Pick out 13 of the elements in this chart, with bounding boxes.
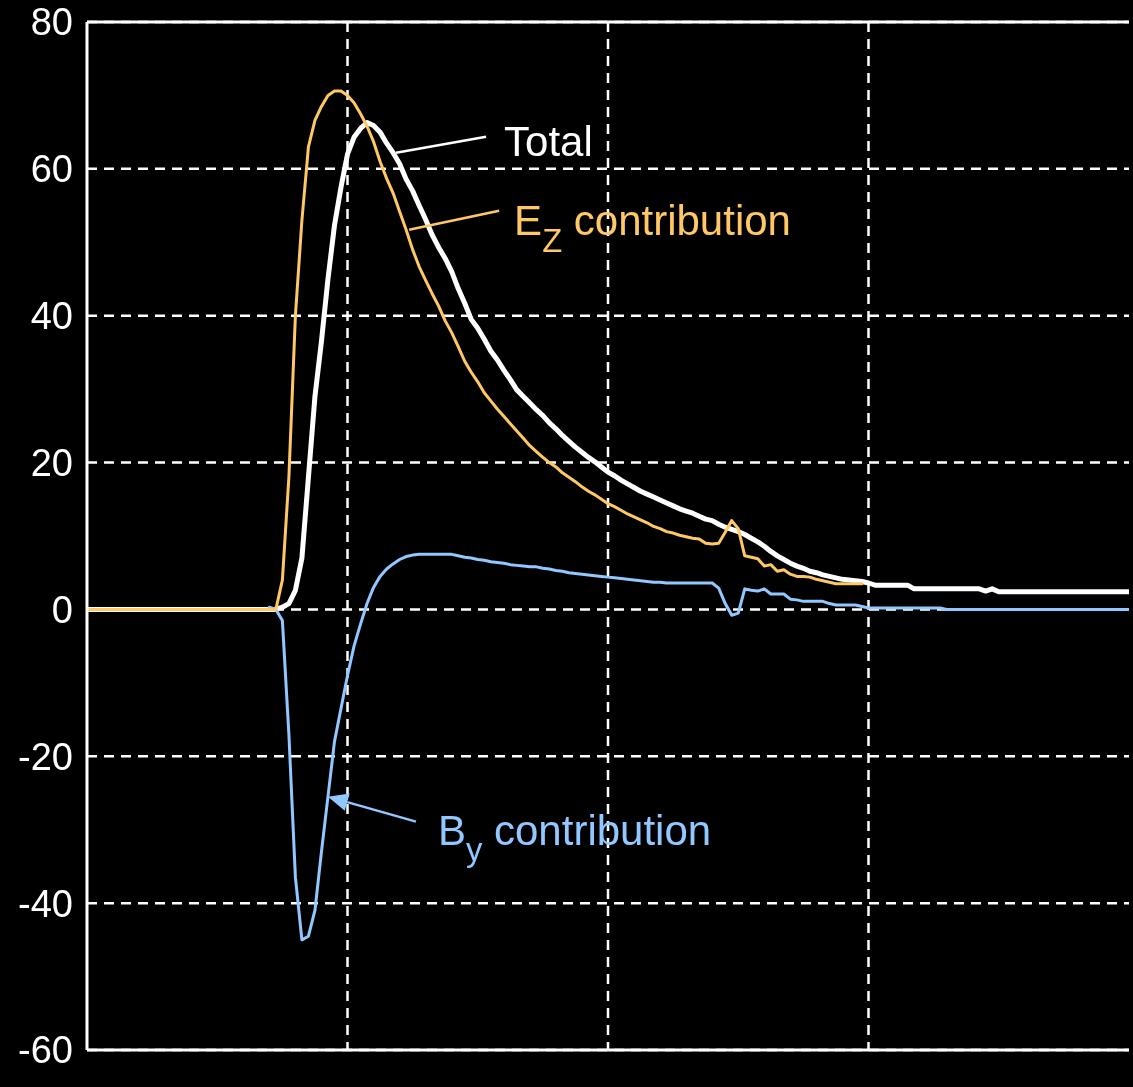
y-tick-label: -40 — [18, 882, 73, 925]
y-tick-label: -60 — [18, 1029, 73, 1072]
y-tick-label: 40 — [30, 295, 73, 338]
line-series — [267, 552, 1129, 942]
y-tick-label: 0 — [51, 588, 73, 631]
line-series — [87, 89, 864, 611]
legend-label: B$_{y}$ contribution — [437, 806, 712, 869]
legend-label: Total — [504, 117, 593, 165]
y-tick-label: 60 — [30, 148, 73, 191]
y-tick-label: 20 — [30, 442, 73, 485]
legend-label: E$_{Z}$ contribution — [514, 196, 791, 259]
y-tick-label: -20 — [18, 735, 73, 778]
y-tick-label: 80 — [30, 1, 73, 44]
